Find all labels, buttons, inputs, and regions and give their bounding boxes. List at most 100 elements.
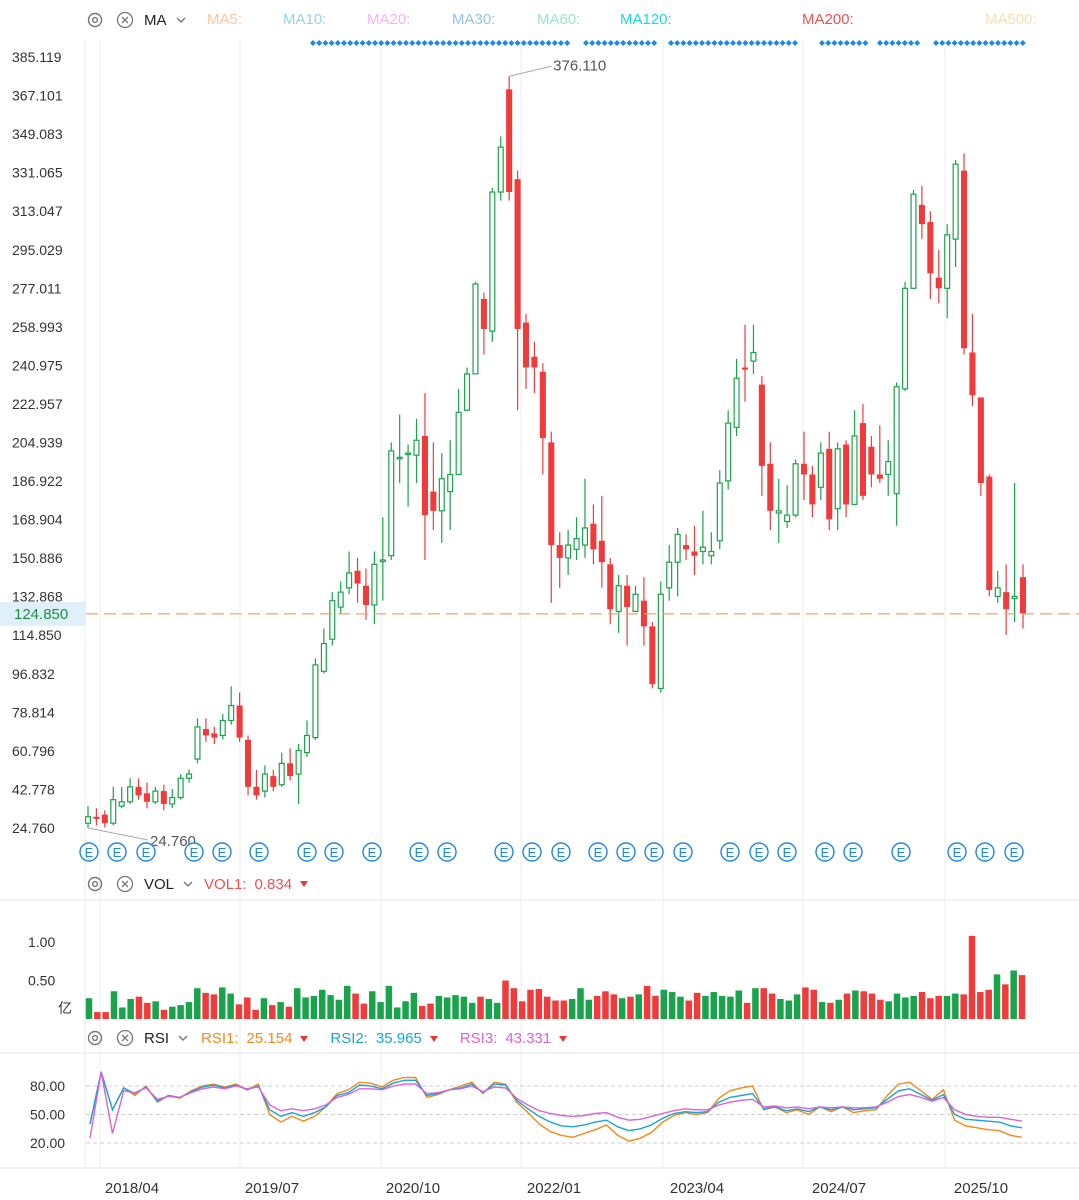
candle[interactable]: [826, 431, 833, 531]
candle[interactable]: [1003, 564, 1010, 635]
candle[interactable]: [640, 577, 647, 646]
event-marker-icon[interactable]: E: [947, 842, 967, 862]
candle[interactable]: [918, 185, 925, 240]
candle[interactable]: [977, 397, 984, 496]
event-marker-icon[interactable]: E: [494, 842, 514, 862]
close-icon[interactable]: [116, 11, 134, 29]
event-marker-icon[interactable]: E: [437, 842, 457, 862]
candle[interactable]: [447, 440, 454, 531]
chevron-down-icon[interactable]: [175, 14, 187, 26]
event-marker-icon[interactable]: E: [673, 842, 693, 862]
candle[interactable]: [632, 585, 639, 612]
candle[interactable]: [615, 575, 622, 633]
gear-icon[interactable]: [86, 1029, 104, 1047]
candle[interactable]: [674, 527, 681, 597]
candle[interactable]: [464, 367, 471, 411]
candle[interactable]: [413, 418, 420, 484]
candle[interactable]: [362, 568, 370, 620]
candle[interactable]: [792, 459, 799, 518]
candle[interactable]: [152, 786, 159, 804]
candle[interactable]: [969, 313, 976, 406]
candle[interactable]: [236, 692, 243, 742]
chevron-down-icon[interactable]: [182, 878, 194, 890]
candle[interactable]: [708, 532, 715, 565]
caret-down-icon[interactable]: [429, 1035, 438, 1042]
candle[interactable]: [455, 388, 462, 476]
candle[interactable]: [935, 249, 942, 304]
event-marker-icon[interactable]: E: [249, 842, 269, 862]
gear-icon[interactable]: [86, 875, 104, 893]
candle[interactable]: [177, 773, 184, 800]
candle[interactable]: [110, 786, 117, 826]
candle[interactable]: [295, 744, 302, 804]
candle[interactable]: [506, 76, 513, 201]
candle[interactable]: [902, 281, 909, 392]
candle[interactable]: [202, 718, 209, 742]
candle[interactable]: [548, 431, 555, 603]
candle[interactable]: [590, 504, 597, 565]
candle[interactable]: [800, 431, 808, 501]
event-marker-icon[interactable]: E: [136, 842, 156, 862]
candle[interactable]: [261, 765, 268, 798]
candle[interactable]: [775, 478, 782, 543]
candle[interactable]: [430, 442, 437, 531]
candle[interactable]: [337, 581, 344, 614]
candle[interactable]: [371, 551, 378, 625]
candle[interactable]: [93, 808, 100, 826]
candle[interactable]: [135, 778, 142, 800]
candle[interactable]: [522, 313, 530, 389]
candle[interactable]: [598, 495, 605, 588]
candle[interactable]: [851, 410, 858, 506]
candle[interactable]: [758, 376, 765, 496]
chevron-down-icon[interactable]: [177, 1032, 189, 1044]
candle[interactable]: [329, 592, 336, 646]
candle[interactable]: [784, 485, 791, 528]
caret-down-icon[interactable]: [300, 881, 309, 887]
candle[interactable]: [683, 534, 690, 561]
candle[interactable]: [910, 189, 917, 289]
candle[interactable]: [346, 551, 353, 595]
candle[interactable]: [127, 778, 134, 804]
candle[interactable]: [607, 557, 614, 625]
candle[interactable]: [438, 453, 445, 543]
candle[interactable]: [876, 425, 883, 484]
candle[interactable]: [514, 170, 521, 411]
event-marker-icon[interactable]: E: [749, 842, 769, 862]
candle[interactable]: [354, 557, 361, 603]
candle[interactable]: [843, 440, 850, 518]
event-marker-icon[interactable]: E: [1004, 842, 1024, 862]
candle[interactable]: [270, 769, 277, 792]
gear-icon[interactable]: [86, 11, 104, 29]
candle[interactable]: [817, 442, 824, 501]
candle[interactable]: [716, 470, 723, 550]
candle[interactable]: [741, 324, 749, 402]
candle[interactable]: [624, 575, 631, 646]
candle[interactable]: [750, 324, 757, 374]
event-marker-icon[interactable]: E: [616, 842, 636, 862]
candle[interactable]: [421, 393, 428, 561]
event-marker-icon[interactable]: E: [362, 842, 382, 862]
candle[interactable]: [994, 570, 1001, 603]
event-marker-icon[interactable]: E: [891, 842, 911, 862]
candle[interactable]: [657, 581, 664, 693]
candle[interactable]: [497, 136, 504, 201]
candle[interactable]: [287, 748, 294, 781]
candle[interactable]: [320, 628, 327, 674]
candle[interactable]: [1011, 483, 1018, 623]
candle[interactable]: [489, 187, 496, 342]
close-icon[interactable]: [116, 1029, 134, 1047]
candle[interactable]: [868, 435, 875, 488]
candle[interactable]: [303, 720, 311, 757]
candle[interactable]: [859, 403, 866, 501]
candle[interactable]: [160, 784, 167, 811]
event-marker-icon[interactable]: E: [409, 842, 429, 862]
candle[interactable]: [809, 465, 816, 518]
candle[interactable]: [927, 211, 934, 300]
candle[interactable]: [228, 686, 235, 725]
candle[interactable]: [405, 444, 412, 507]
candle[interactable]: [379, 517, 386, 601]
event-marker-icon[interactable]: E: [815, 842, 835, 862]
event-marker-icon[interactable]: E: [644, 842, 664, 862]
event-marker-icon[interactable]: E: [107, 842, 127, 862]
candle[interactable]: [219, 714, 226, 740]
